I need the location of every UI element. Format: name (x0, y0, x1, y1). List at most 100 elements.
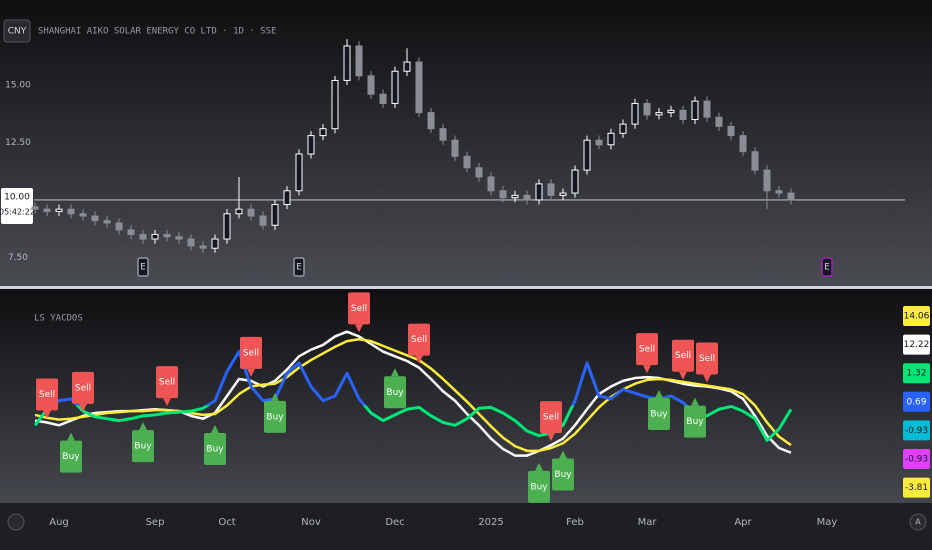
candle-body (283, 190, 291, 206)
buy-pointer (271, 392, 279, 401)
candle-body (271, 204, 279, 226)
price-pane (0, 0, 932, 286)
sell-label: Sell (39, 390, 55, 400)
sell-label: Sell (75, 383, 91, 393)
candle-body (175, 236, 183, 240)
scale-label-box (903, 306, 930, 326)
buy-label: Buy (686, 417, 704, 427)
sell-pointer (679, 371, 687, 380)
candle-body (643, 102, 651, 116)
sell-pointer (703, 374, 711, 383)
indicator-line (34, 338, 792, 453)
x-tick-label: 2025 (478, 517, 503, 528)
sell-pointer (643, 365, 651, 374)
sell-box (636, 333, 658, 366)
candle-body (223, 213, 231, 240)
candle-body (67, 208, 75, 215)
buy-box (684, 405, 706, 438)
scale-label-box (903, 449, 930, 469)
scale-label: -0.93 (905, 455, 928, 465)
auto-scale-label: A (915, 518, 921, 527)
buy-box (552, 458, 574, 491)
candle-body (739, 135, 747, 153)
buy-pointer (391, 368, 399, 377)
indicator-line (33, 350, 793, 442)
buy-pointer (691, 397, 699, 406)
candle-body (427, 112, 435, 130)
candle-body (523, 194, 531, 201)
auto-scale-button[interactable] (909, 513, 927, 531)
event-label: E (296, 263, 302, 273)
event-marker (821, 257, 833, 277)
buy-box (60, 440, 82, 473)
pane-separator (0, 286, 932, 289)
buy-pointer (211, 425, 219, 434)
event-marker (293, 257, 305, 277)
currency-button[interactable] (3, 19, 31, 43)
candle-body (415, 61, 423, 114)
sell-pointer (43, 410, 51, 419)
buy-pointer (67, 432, 75, 441)
candle-body (379, 93, 387, 104)
candle-body (439, 128, 447, 141)
sell-pointer (415, 355, 423, 364)
candle-body (727, 125, 735, 137)
candle-body (583, 139, 591, 171)
sell-label: Sell (351, 304, 367, 314)
candle-body (775, 190, 783, 194)
candle-body (367, 75, 375, 95)
scale-label: -3.81 (905, 483, 928, 493)
candle-body (679, 109, 687, 121)
goto-button[interactable] (7, 513, 25, 531)
buy-pointer (655, 390, 663, 399)
sell-pointer (247, 368, 255, 377)
sell-pointer (547, 433, 555, 442)
sell-pointer (79, 403, 87, 412)
candle-body (247, 208, 255, 217)
candle-body (319, 128, 327, 137)
sell-label: Sell (411, 335, 427, 345)
sell-box (240, 336, 262, 369)
scale-label: -0.93 (905, 426, 928, 436)
indicator-pane (0, 289, 932, 503)
x-tick-label: May (817, 517, 838, 528)
scale-label: 1.32 (906, 369, 926, 379)
candle-body (259, 215, 267, 226)
sell-pointer (355, 324, 363, 333)
candle-body (703, 100, 711, 118)
candle-body (103, 220, 111, 224)
indicator-title: LS YACDOS (34, 314, 83, 324)
x-tick-label: Oct (218, 517, 235, 528)
buy-pointer (559, 450, 567, 459)
buy-label: Buy (62, 452, 80, 462)
candle-body (91, 215, 99, 222)
sell-box (672, 339, 694, 372)
candle-body (691, 100, 699, 121)
scale-label: 12.22 (904, 340, 930, 350)
x-tick-label: Dec (385, 517, 404, 528)
candle-body (139, 233, 147, 240)
x-tick-label: Sep (146, 517, 165, 528)
candle-body (511, 194, 519, 199)
candle-body (667, 109, 675, 114)
candle-body (715, 116, 723, 127)
sell-label: Sell (243, 348, 259, 358)
candle-body (547, 183, 555, 196)
candle-body (187, 238, 195, 247)
buy-label: Buy (650, 410, 668, 420)
candle-body (211, 238, 219, 249)
time-axis (0, 503, 932, 550)
sell-box (408, 323, 430, 356)
buy-label: Buy (530, 482, 548, 492)
scale-label-box (903, 477, 930, 498)
chart-title: SHANGHAI AIKO SOLAR ENERGY CO LTD · 1D ·… (38, 27, 276, 37)
candle-body (331, 79, 339, 130)
x-tick-label: Mar (638, 517, 658, 528)
scale-label-box (903, 420, 930, 441)
candle-body (343, 45, 351, 81)
candle-body (499, 190, 507, 199)
candle-body (355, 45, 363, 77)
x-tick-label: Aug (49, 517, 69, 528)
sell-box (156, 366, 178, 399)
